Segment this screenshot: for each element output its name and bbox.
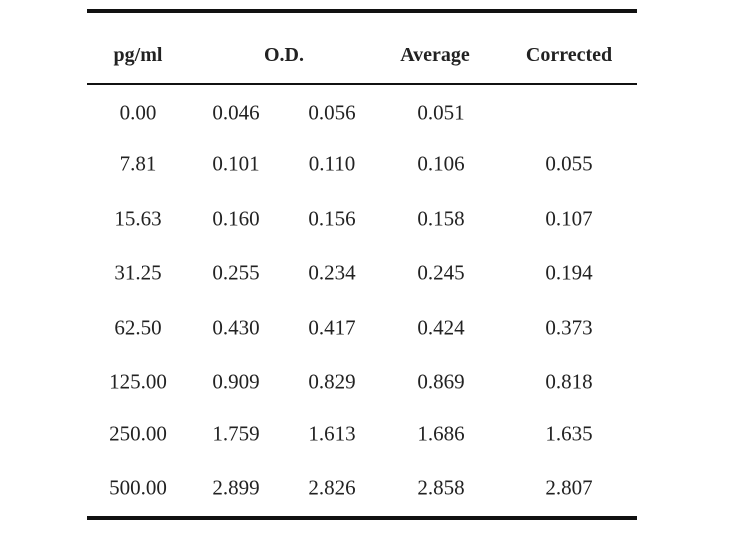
table-top-rule bbox=[87, 9, 637, 13]
cell-corrected: 0.373 bbox=[545, 315, 593, 340]
cell-corrected: 0.055 bbox=[545, 151, 593, 176]
cell-concentration: 15.63 bbox=[114, 206, 162, 231]
cell-od-2: 0.234 bbox=[308, 260, 356, 285]
cell-od-1: 0.046 bbox=[212, 100, 260, 125]
cell-od-1: 0.255 bbox=[212, 260, 260, 285]
table-bottom-rule bbox=[87, 516, 637, 520]
cell-average: 0.424 bbox=[417, 315, 465, 340]
cell-corrected: 0.194 bbox=[545, 260, 593, 285]
cell-average: 0.051 bbox=[417, 100, 465, 125]
cell-concentration: 7.81 bbox=[119, 151, 157, 176]
cell-corrected: 0.107 bbox=[545, 206, 593, 231]
cell-od-1: 0.101 bbox=[212, 151, 260, 176]
cell-corrected: 1.635 bbox=[545, 421, 593, 446]
cell-average: 0.245 bbox=[417, 260, 465, 285]
cell-concentration: 500.00 bbox=[109, 475, 167, 500]
cell-concentration: 31.25 bbox=[114, 260, 162, 285]
cell-od-2: 0.829 bbox=[308, 369, 356, 394]
cell-od-1: 0.909 bbox=[212, 369, 260, 394]
header-od: O.D. bbox=[264, 44, 304, 66]
cell-corrected: 2.807 bbox=[545, 475, 593, 500]
cell-od-2: 2.826 bbox=[308, 475, 356, 500]
cell-od-1: 0.430 bbox=[212, 315, 260, 340]
cell-od-2: 0.110 bbox=[308, 151, 356, 176]
cell-concentration: 62.50 bbox=[114, 315, 162, 340]
header-average: Average bbox=[400, 44, 470, 66]
cell-average: 1.686 bbox=[417, 421, 465, 446]
cell-corrected: 0.818 bbox=[545, 369, 593, 394]
cell-average: 2.858 bbox=[417, 475, 465, 500]
cell-average: 0.106 bbox=[417, 151, 465, 176]
header-corrected: Corrected bbox=[525, 44, 613, 66]
header-concentration: pg/ml bbox=[113, 44, 163, 66]
data-table: pg/ml O.D. Average Corrected 0.00 0.046 0.… bbox=[87, 9, 637, 521]
cell-concentration: 250.00 bbox=[109, 421, 167, 446]
cell-od-1: 0.160 bbox=[212, 206, 260, 231]
table-header-rule bbox=[87, 83, 637, 85]
cell-concentration: 125.00 bbox=[109, 369, 167, 394]
cell-od-2: 1.613 bbox=[308, 421, 356, 446]
cell-od-1: 1.759 bbox=[212, 421, 260, 446]
cell-od-2: 0.056 bbox=[308, 100, 356, 125]
cell-average: 0.869 bbox=[417, 369, 465, 394]
cell-concentration: 0.00 bbox=[119, 100, 157, 125]
cell-average: 0.158 bbox=[417, 206, 465, 231]
cell-od-1: 2.899 bbox=[212, 475, 260, 500]
cell-od-2: 0.417 bbox=[308, 315, 356, 340]
cell-od-2: 0.156 bbox=[308, 206, 356, 231]
